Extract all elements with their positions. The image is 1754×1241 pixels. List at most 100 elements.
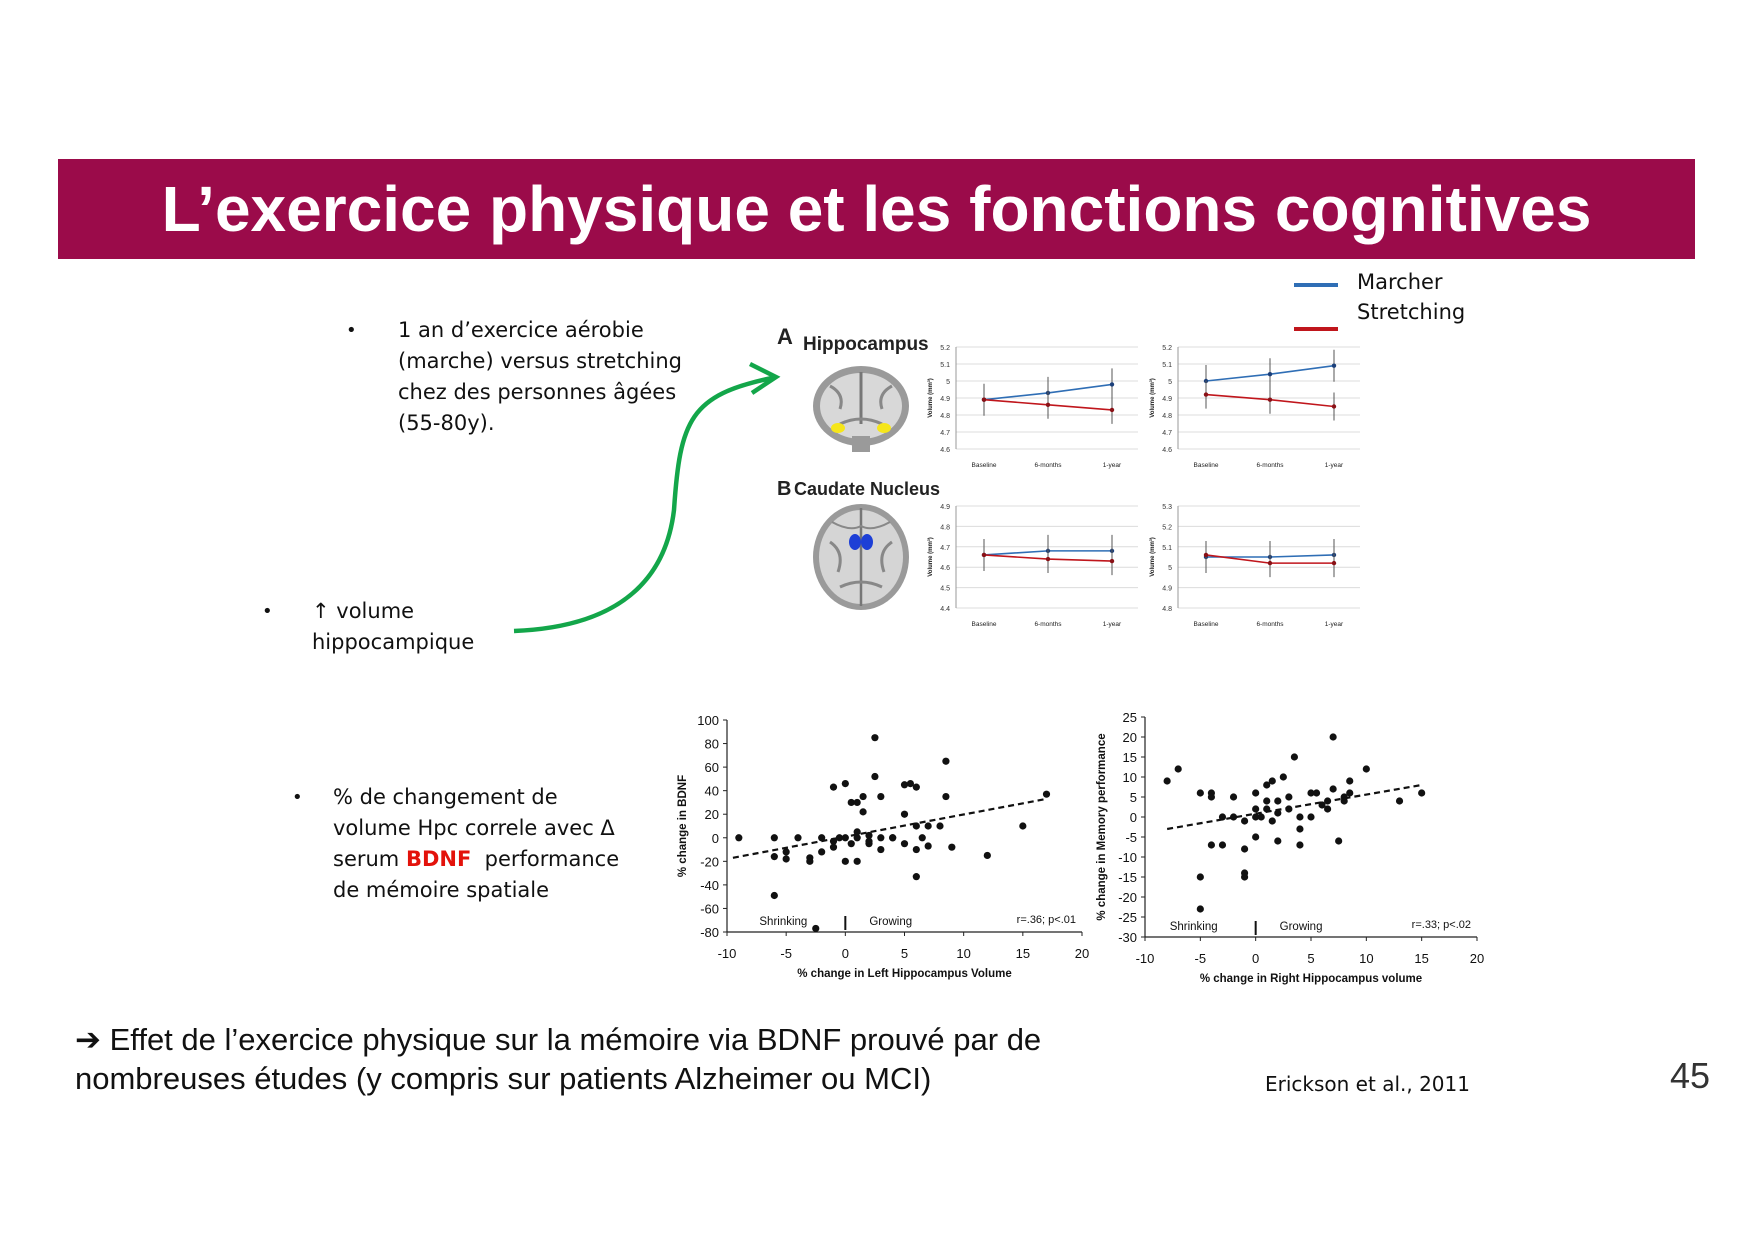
scatter-point <box>853 834 861 842</box>
scatter-point <box>829 837 838 845</box>
conclusion-line-1: ➔ Effet de l’exercice physique sur la mé… <box>75 1020 1041 1059</box>
scatter-point <box>1274 809 1282 817</box>
scatter-point <box>794 834 802 842</box>
bullet-bdnf-correlation: % de changement de volume Hpc correle av… <box>333 782 619 906</box>
scatter-point <box>900 840 909 848</box>
page-number: 45 <box>1670 1055 1711 1096</box>
x-tick-label: 1-year <box>1103 621 1122 628</box>
panel-b-letter: B <box>777 478 791 500</box>
y-tick-label: 100 <box>697 713 719 728</box>
panel-a-label: Hippocampus <box>803 334 929 355</box>
scatter-point <box>1296 841 1304 849</box>
data-point <box>981 397 987 402</box>
scatter-point <box>1263 781 1271 789</box>
y-tick-label: -40 <box>700 878 719 893</box>
y-tick-label: 20 <box>1123 730 1137 745</box>
scatter-point <box>912 873 920 881</box>
y-tick-label: 4.7 <box>1162 430 1172 437</box>
x-tick-label: 15 <box>1414 951 1428 966</box>
x-tick-label: 5 <box>1307 951 1314 966</box>
scatter-point <box>1329 785 1337 793</box>
y-tick-label: 5 <box>1168 379 1172 386</box>
conclusion-text: ➔ Effet de l’exercice physique sur la mé… <box>75 1020 1041 1098</box>
y-tick-label: 4.5 <box>940 586 950 593</box>
scatter-point <box>1395 797 1404 805</box>
x-tick-label: -10 <box>718 946 737 961</box>
scatter-point <box>1263 797 1271 805</box>
scatter-point <box>847 798 855 807</box>
x-tick-label: 6-months <box>1034 621 1062 628</box>
legend-swatch-stretching <box>1294 327 1338 331</box>
data-point <box>1267 372 1273 377</box>
scatter-point <box>1241 873 1249 881</box>
x-tick-label: 1-year <box>1325 462 1344 469</box>
x-tick-label: 1-year <box>1103 462 1122 469</box>
y-tick-label: 5.2 <box>1162 345 1172 352</box>
y-tick-label: 4.9 <box>1162 586 1172 593</box>
bullet-text: serum <box>333 847 406 871</box>
x-tick-label: Baseline <box>972 462 997 469</box>
scatter-point <box>859 808 867 816</box>
data-point <box>1267 560 1273 566</box>
y-tick-label: 4.7 <box>940 545 950 552</box>
x-tick-label: -5 <box>780 946 792 961</box>
growing-label: Growing <box>1280 921 1323 933</box>
scatter-point <box>918 834 926 842</box>
x-tick-label: 6-months <box>1256 621 1284 628</box>
scatter-point <box>1290 753 1298 761</box>
bullet-line: serum BDNF performance <box>333 844 619 875</box>
panel-a-letter: A <box>777 324 793 349</box>
scatter-point <box>1285 805 1293 813</box>
y-tick-label: 4.8 <box>1162 606 1172 613</box>
y-tick-label: 4.8 <box>940 524 950 531</box>
conclusion-line-2: nombreuses études (y compris sur patient… <box>75 1061 932 1096</box>
y-tick-label: 4.9 <box>940 396 950 403</box>
y-axis-title: % change in Memory performance <box>1096 733 1108 920</box>
data-point <box>1331 560 1337 566</box>
trend-line <box>732 797 1047 859</box>
scatter-point <box>936 822 944 830</box>
scatter-point <box>1324 805 1332 813</box>
scatter-point <box>871 734 879 742</box>
bullet-line: hippocampique <box>312 630 475 654</box>
y-tick-label: 4.9 <box>1162 396 1172 403</box>
scatter-point <box>1229 793 1238 801</box>
scatter-point <box>1241 845 1249 853</box>
conclusion-text-1: Effet de l’exercice physique sur la mémo… <box>100 1022 1042 1057</box>
scatter-point <box>912 845 920 854</box>
y-tick-label: -80 <box>700 925 719 940</box>
scatter-point <box>865 831 873 840</box>
y-tick-label: 4.4 <box>940 606 950 613</box>
scatter-point <box>835 834 844 842</box>
x-axis-title: % change in Left Hippocampus Volume <box>797 968 1011 980</box>
y-tick-label: 60 <box>705 760 719 775</box>
scatter-point <box>1252 833 1260 841</box>
y-axis-title: Volume (mm³) <box>927 537 934 577</box>
data-point <box>1045 556 1051 562</box>
growing-label: Growing <box>869 916 912 928</box>
bdnf-scatter-plot: 100 80 60 40 20 0 -20 -40 -60 -80 -10 -5 0 5 10 15 20 % c… <box>677 713 1089 980</box>
scatter-point <box>1207 841 1215 849</box>
y-axis-title: Volume (mm³) <box>927 378 934 418</box>
scatter-point <box>877 845 885 854</box>
scatter-point <box>942 757 950 765</box>
caudate-line-chart-1: 4.9 4.8 4.7 4.6 4.5 4.4 Volume (mm³) Baseline 6-… <box>927 504 1138 628</box>
scatter-point <box>841 780 849 788</box>
y-tick-label: 4.8 <box>1162 413 1172 420</box>
scatter-point <box>1296 813 1304 821</box>
scatter-point <box>818 848 826 856</box>
y-tick-label: 5.3 <box>1162 504 1172 511</box>
brain-coronal-hippocampus <box>813 366 909 452</box>
scatter-point <box>782 848 790 856</box>
scatter-point <box>812 924 820 933</box>
scatter-point <box>782 855 790 863</box>
bullet-line: ↑ volume <box>312 599 415 623</box>
bullet-line: chez des personnes âgées <box>398 380 677 404</box>
x-tick-label: 6-months <box>1256 462 1284 469</box>
bullet-line: 1 an d’exercice aérobie <box>398 318 644 342</box>
y-tick-label: -30 <box>1118 930 1137 945</box>
shrinking-label: Shrinking <box>1170 921 1218 933</box>
x-tick-label: Baseline <box>972 621 997 628</box>
scatter-point <box>770 853 778 861</box>
scatter-point <box>1346 777 1354 785</box>
